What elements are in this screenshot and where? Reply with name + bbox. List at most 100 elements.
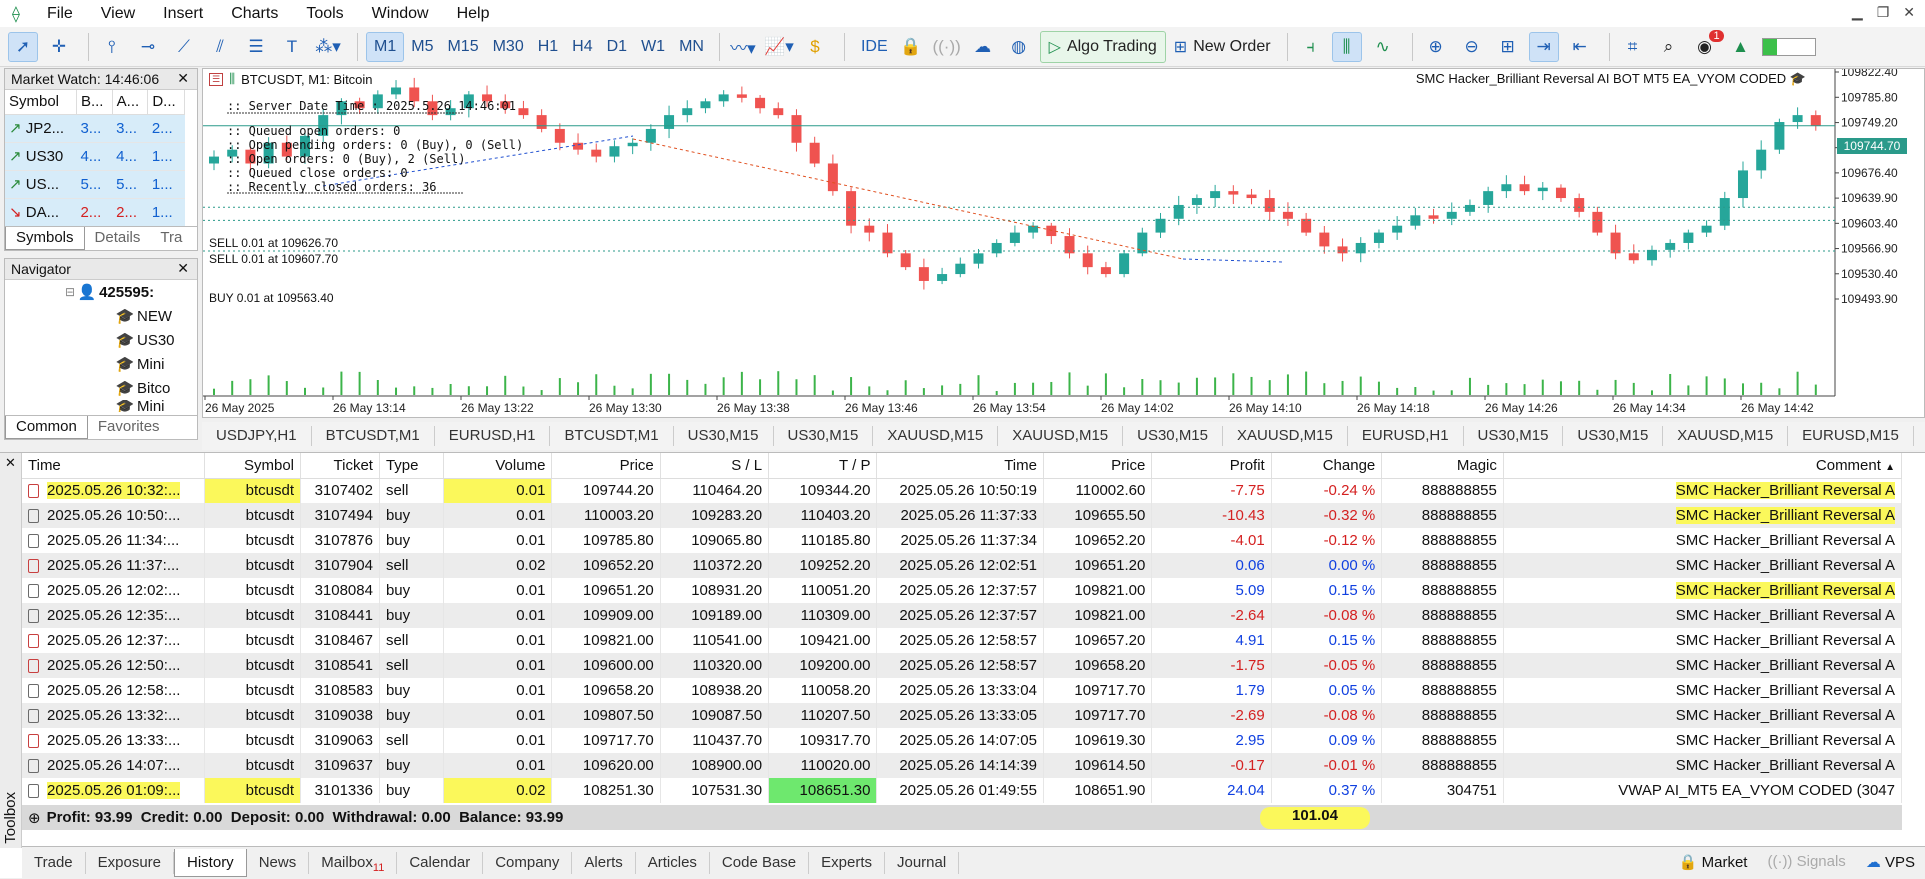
chart-shift-icon[interactable]: ⇤ <box>1572 36 1587 56</box>
tab-calendar[interactable]: Calendar <box>397 852 484 874</box>
table-row[interactable]: 2025.05.26 12:50:... btcusdt 3108541 sell 0.… <box>22 653 1903 678</box>
list-item[interactable]: ↗ US30 4... 4... 1... <box>5 142 185 171</box>
tf-m15[interactable]: M15 <box>447 37 479 55</box>
tf-m1[interactable]: M1 <box>366 31 405 62</box>
restore-icon[interactable]: ❐ <box>1876 4 1890 20</box>
account-item[interactable]: ⊟ 👤 425595: <box>5 280 197 304</box>
table-row[interactable]: 2025.05.26 11:34:... btcusdt 3107876 buy 0.0… <box>22 528 1903 553</box>
collapse-icon[interactable]: ⊟ <box>65 285 76 299</box>
col-profit[interactable]: Profit <box>1151 453 1272 479</box>
tf-d1[interactable]: D1 <box>606 37 628 55</box>
grid-icon[interactable]: ⊞ <box>1500 36 1515 56</box>
minimize-icon[interactable]: ▁ <box>1851 4 1863 20</box>
chart-tab[interactable]: EURUSD,H1 <box>435 426 551 446</box>
chart-menu-icon[interactable]: ☰ <box>209 72 224 86</box>
chart-tab[interactable]: XAUUSD,M15 <box>873 426 999 446</box>
table-row[interactable]: 2025.05.26 12:58:... btcusdt 3108583 buy 0.0… <box>22 678 1903 703</box>
tab-favorites[interactable]: Favorites <box>97 418 160 435</box>
algo-trading-button[interactable]: ▷ Algo Trading <box>1039 30 1166 63</box>
col-close-price[interactable]: Price <box>1043 453 1153 479</box>
search-icon[interactable]: ⌕ <box>1663 36 1674 56</box>
chart-tab[interactable]: US30,M15 <box>1123 426 1223 446</box>
global-icon[interactable]: ◍ <box>1011 36 1027 56</box>
tf-m5[interactable]: M5 <box>411 37 434 55</box>
close-icon[interactable]: ✕ <box>1903 4 1915 20</box>
col-tp[interactable]: T / P <box>768 453 878 479</box>
table-row[interactable]: 2025.05.26 14:07:... btcusdt 3109637 buy 0.0… <box>22 753 1903 778</box>
chart-type-icon[interactable]: 〰▾ <box>730 39 756 58</box>
col-type[interactable]: Type <box>379 453 445 479</box>
crosshair-icon[interactable]: ✛ <box>51 36 67 56</box>
tab-details[interactable]: Details <box>94 229 141 246</box>
tab-history[interactable]: History <box>174 849 247 877</box>
signals-link[interactable]: ((·)) Signals <box>1767 853 1845 871</box>
market-link[interactable]: 🔒 Market <box>1679 853 1748 871</box>
expand-icon[interactable]: ⊕ <box>28 809 41 827</box>
chart-tab[interactable]: BTCUSDT,M1 <box>312 426 435 446</box>
chart-tab[interactable]: XAUUSD,M15 <box>998 426 1124 446</box>
chart-canvas[interactable]: 109822.40109785.80109749.20109712.901096… <box>203 65 1925 419</box>
indicators-icon[interactable]: 📈▾ <box>764 36 794 56</box>
nav-item[interactable]: 🎓 US30 <box>5 328 197 352</box>
level-icon[interactable]: ▲ <box>1732 36 1749 56</box>
tab-mailbox[interactable]: Mailbox11 <box>309 852 398 874</box>
col-change[interactable]: Change <box>1271 453 1383 479</box>
lock-icon[interactable]: 🔒 <box>900 36 922 56</box>
chart-tab[interactable]: US30,M15 <box>774 426 874 446</box>
order-label-sell2[interactable]: SELL 0.01 at 109607.70 <box>209 252 338 266</box>
col-price[interactable]: Price <box>551 453 661 479</box>
account-icon[interactable]: ◉ 1 <box>1690 29 1724 62</box>
tab-scroll-left-icon[interactable]: ◂ <box>1914 426 1925 446</box>
list-item[interactable]: ↗ US... 5... 5... 1... <box>5 170 185 199</box>
col-close-time[interactable]: Time <box>876 453 1044 479</box>
chart-tab[interactable]: USDJPY,H1 <box>202 426 312 446</box>
list-item[interactable]: ↗ JP2... 3... 3... 2... <box>5 114 185 143</box>
tab-trade[interactable]: Trade <box>22 852 86 874</box>
menu-insert[interactable]: Insert <box>163 4 204 22</box>
ide-button[interactable]: IDE <box>860 37 888 55</box>
chart-tab[interactable]: BTCUSDT,M1 <box>550 426 674 446</box>
chart-tab[interactable]: XAUUSD,M15 <box>1223 426 1348 446</box>
col-volume[interactable]: Volume <box>443 453 553 479</box>
menu-tools[interactable]: Tools <box>306 4 344 22</box>
trendline-icon[interactable]: ⟋ <box>178 36 190 56</box>
tf-mn[interactable]: MN <box>679 37 704 55</box>
market-money-icon[interactable]: $ <box>810 36 820 56</box>
tab-trading[interactable]: Tra <box>160 229 183 246</box>
col-time[interactable]: Time <box>22 453 205 479</box>
tf-w1[interactable]: W1 <box>641 37 666 55</box>
tab-articles[interactable]: Articles <box>636 852 710 874</box>
menu-view[interactable]: View <box>100 4 136 22</box>
table-row[interactable]: 2025.05.26 13:32:... btcusdt 3109038 buy 0.0… <box>22 703 1903 728</box>
zoom-out-icon[interactable]: ⊖ <box>1464 36 1479 56</box>
menu-help[interactable]: Help <box>456 4 490 22</box>
col-sl[interactable]: S / L <box>660 453 770 479</box>
cloud-icon[interactable]: ☁ <box>974 36 992 56</box>
close-icon[interactable]: ✕ <box>177 260 189 276</box>
table-row[interactable]: 2025.05.26 12:02:... btcusdt 3108084 buy 0.0… <box>22 578 1903 603</box>
nav-item[interactable]: 🎓 Mini <box>5 352 197 376</box>
list-item[interactable]: ↘ DA... 2... 2... 1... <box>5 198 185 227</box>
order-label-sell1[interactable]: SELL 0.01 at 109626.70 <box>209 236 338 250</box>
tab-alerts[interactable]: Alerts <box>572 852 636 874</box>
tab-exposure[interactable]: Exposure <box>86 852 175 874</box>
chart-tab[interactable]: US30,M15 <box>1464 426 1564 446</box>
shapes-icon[interactable]: ⁂▾ <box>315 36 341 56</box>
order-label-buy[interactable]: BUY 0.01 at 109563.40 <box>209 291 334 305</box>
col-symbol[interactable]: Symbol <box>5 90 77 115</box>
tab-common[interactable]: Common <box>5 416 88 439</box>
signal-icon[interactable]: ((·)) <box>932 36 961 56</box>
col-magic[interactable]: Magic <box>1381 453 1504 479</box>
table-row[interactable]: 2025.05.26 01:09:... btcusdt 3101336 buy 0.0… <box>22 778 1903 803</box>
chart-tab[interactable]: US30,M15 <box>674 426 774 446</box>
nav-item[interactable]: 🎓 Bitco <box>5 376 197 400</box>
autoscroll-icon[interactable]: ⇥ <box>1528 31 1559 62</box>
table-row[interactable]: 2025.05.26 10:50:... btcusdt 3107494 buy 0.0… <box>22 503 1903 528</box>
fibonacci-icon[interactable]: ☰ <box>248 36 264 56</box>
col-ask[interactable]: A... <box>112 90 149 115</box>
table-row[interactable]: 2025.05.26 12:37:... btcusdt 3108467 sell 0.… <box>22 628 1903 653</box>
col-symbol[interactable]: Symbol <box>204 453 302 479</box>
candles-icon[interactable]: ⫼ <box>1331 31 1362 62</box>
price-chart[interactable]: 109822.40109785.80109749.20109712.901096… <box>202 65 1925 419</box>
tf-h1[interactable]: H1 <box>537 37 559 55</box>
